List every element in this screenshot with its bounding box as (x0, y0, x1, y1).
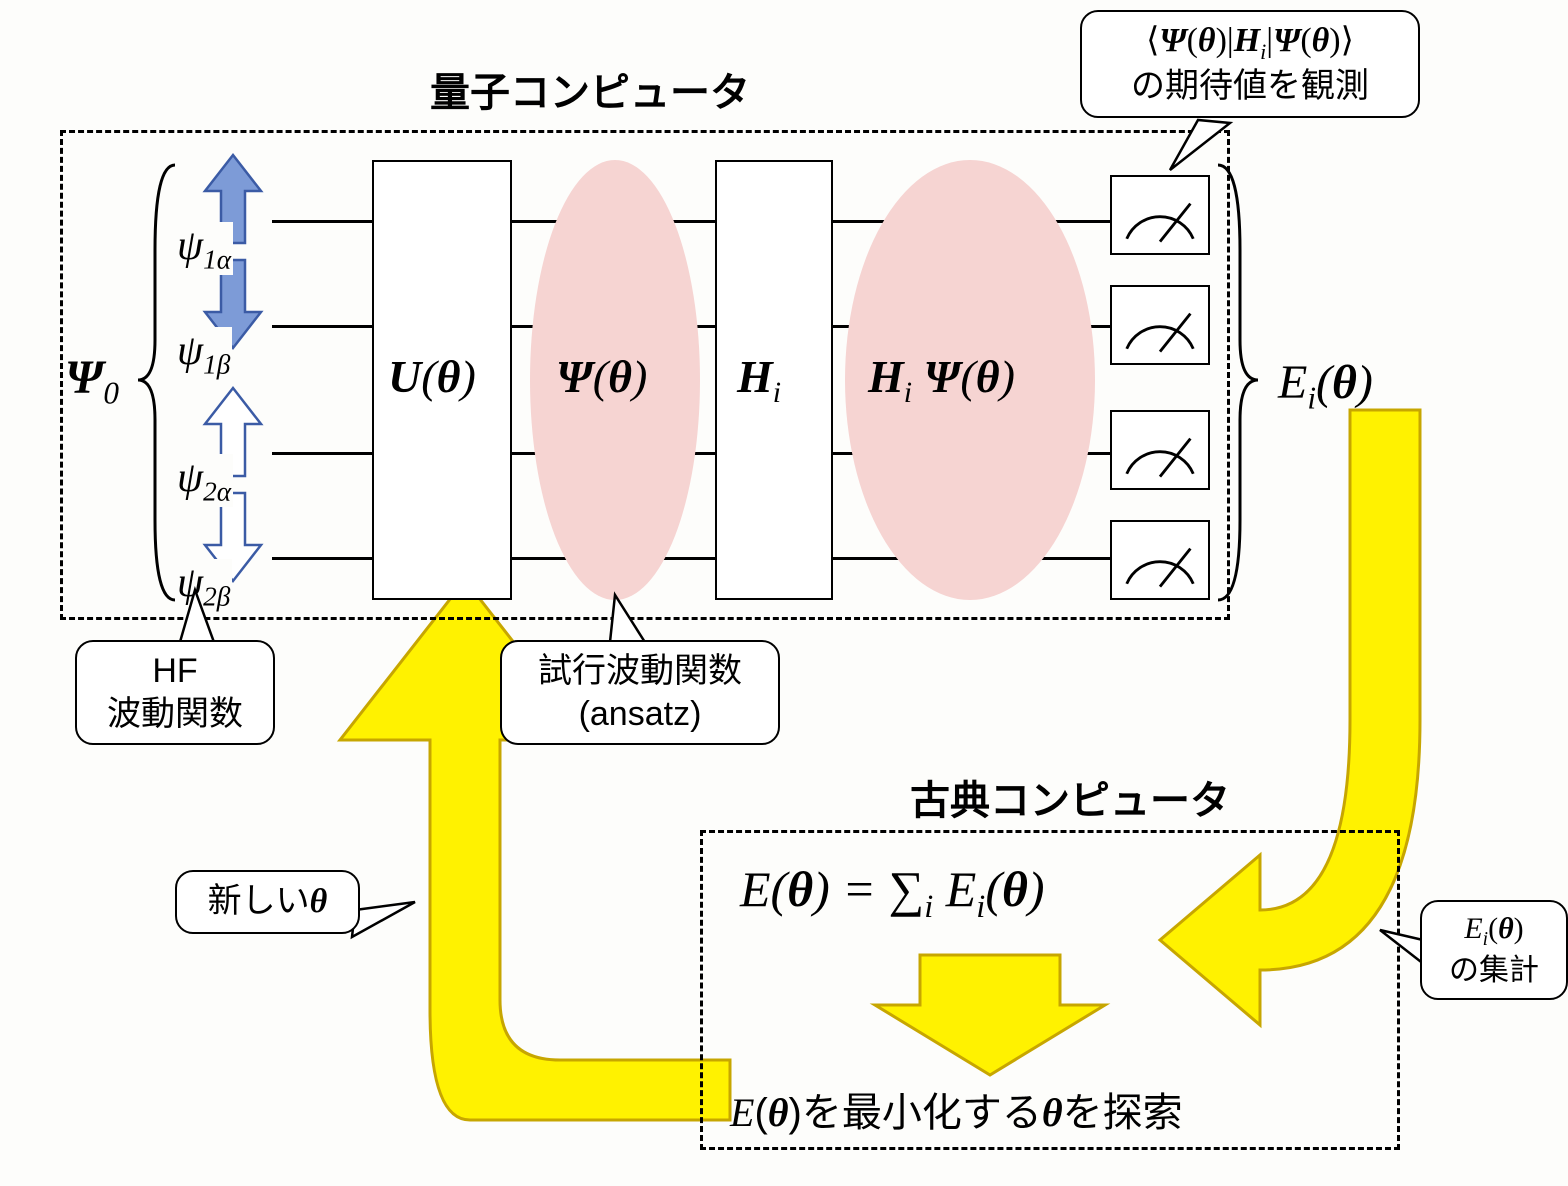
callout-ansatz: 試行波動関数 (ansatz) (500, 640, 780, 745)
callout-tails (0, 0, 1568, 1186)
callout-expectation: ⟨Ψ(θ)|Hi|Ψ(θ)⟩ の期待値を観測 (1080, 10, 1420, 118)
tail-ei-sum (1380, 930, 1425, 965)
new-theta-text: 新しいθ (208, 882, 328, 920)
callout-hf: HF 波動関数 (75, 640, 275, 745)
callout-new-theta: 新しいθ (175, 870, 360, 934)
hf-line1: HF (91, 650, 259, 693)
expectation-line2: の期待値を観測 (1096, 65, 1404, 108)
hf-line2: 波動関数 (91, 693, 259, 736)
callout-ei-sum: Ei(θ) の集計 (1420, 900, 1568, 1000)
ei-sum-line1: Ei(θ) (1436, 910, 1552, 952)
expectation-line1: ⟨Ψ(θ)|Hi|Ψ(θ)⟩ (1096, 20, 1404, 65)
tail-new-theta (352, 902, 415, 937)
energy-equation: E(θ) = ∑i Ei(θ) (740, 860, 1045, 926)
ansatz-line1: 試行波動関数 (516, 650, 764, 693)
vqe-diagram: 量子コンピュータ 古典コンピュータ U(θ) Ψ(θ) Hi Hi Ψ(θ) (0, 0, 1568, 1186)
tail-hf (180, 590, 215, 645)
ansatz-line2: (ansatz) (516, 693, 764, 736)
ei-sum-line2: の集計 (1436, 952, 1552, 990)
tail-expectation (1170, 120, 1230, 170)
minimize-text: E(θ)を最小化するθを探索 (730, 1080, 1183, 1138)
